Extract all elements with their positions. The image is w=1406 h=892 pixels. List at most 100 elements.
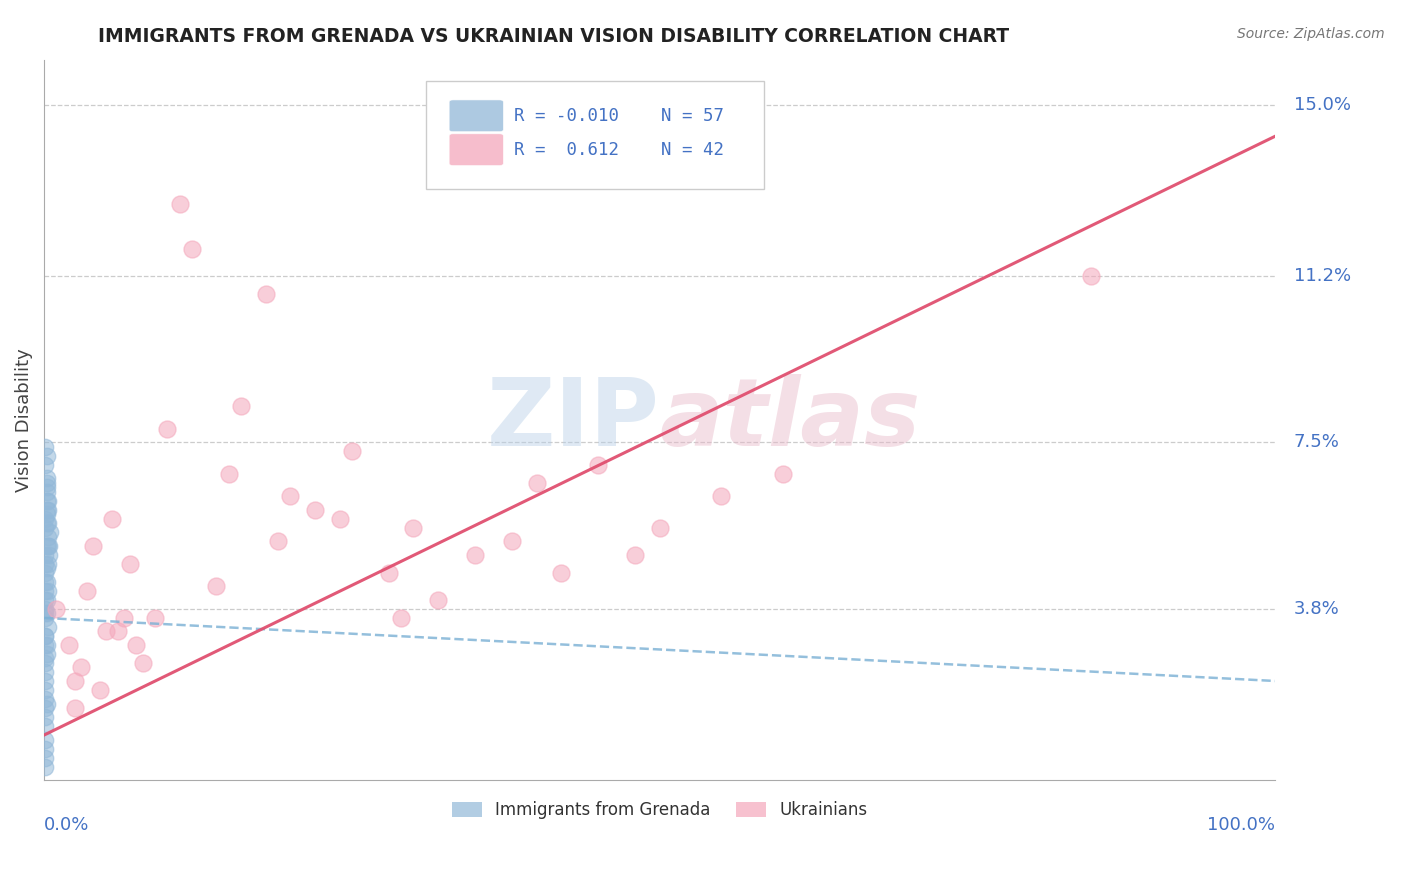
Point [34,638,56,652]
Point [772,467,794,481]
Point [35,449,58,463]
Point [648,521,671,535]
Point [267,534,290,549]
Point [218,467,240,481]
Point [38,548,60,562]
Point [34,548,56,562]
Point [39,525,62,540]
Point [34,440,56,454]
Point [131,656,153,670]
Point [89,683,111,698]
Point [34,566,56,580]
Point [34,656,56,670]
Point [34,651,56,665]
Point [35,539,58,553]
Point [112,611,135,625]
Text: 100.0%: 100.0% [1208,816,1275,834]
Point [378,566,401,580]
Point [402,521,425,535]
Point [37,557,59,571]
Point [550,566,572,580]
Text: 7.5%: 7.5% [1294,434,1340,451]
Point [35,494,58,508]
Point [94,624,117,639]
Point [35,593,58,607]
Point [180,242,202,256]
Legend: Immigrants from Grenada, Ukrainians: Immigrants from Grenada, Ukrainians [446,795,875,826]
Point [205,579,228,593]
Point [340,444,363,458]
Point [34,732,56,747]
Point [169,196,191,211]
Point [35,561,58,575]
Point [34,692,56,706]
Point [120,557,142,571]
Point [143,611,166,625]
Point [34,607,56,621]
Point [37,539,59,553]
Point [34,741,56,756]
Point [389,611,412,625]
Text: ZIP: ZIP [486,374,659,466]
Point [34,719,56,733]
Point [35,484,58,499]
Point [35,647,58,661]
Point [34,629,56,643]
Point [710,489,733,503]
Point [37,503,59,517]
Point [526,475,548,490]
Point [34,750,56,764]
Point [35,574,58,589]
Point [34,629,56,643]
Point [125,638,148,652]
Point [63,701,86,715]
Point [34,583,56,598]
Text: 3.8%: 3.8% [1294,600,1340,618]
Point [34,710,56,724]
Point [58,638,80,652]
Text: IMMIGRANTS FROM GRENADA VS UKRAINIAN VISION DISABILITY CORRELATION CHART: IMMIGRANTS FROM GRENADA VS UKRAINIAN VIS… [98,27,1010,45]
Point [624,548,647,562]
Text: R = -0.010    N = 57: R = -0.010 N = 57 [515,107,724,125]
Point [35,475,58,490]
Point [34,683,56,698]
Point [1080,268,1102,283]
Text: atlas: atlas [659,374,921,466]
Point [34,521,56,535]
Point [37,494,59,508]
Text: 11.2%: 11.2% [1294,267,1351,285]
Point [37,583,59,598]
Point [35,697,58,711]
Point [35,607,58,621]
Point [76,583,98,598]
Point [156,422,179,436]
Point [37,620,59,634]
Point [280,489,302,503]
Point [34,611,56,625]
Point [70,660,93,674]
Point [82,539,104,553]
Point [37,530,59,544]
Point [34,602,56,616]
Point [63,673,86,688]
FancyBboxPatch shape [449,100,503,132]
Point [501,534,523,549]
Point [34,512,56,526]
Point [35,516,58,531]
Point [45,602,67,616]
FancyBboxPatch shape [449,134,503,166]
Point [35,508,58,522]
Point [101,512,124,526]
Point [35,480,58,494]
Point [464,548,486,562]
Point [38,539,60,553]
Point [35,638,58,652]
Point [34,574,56,589]
Point [37,516,59,531]
Point [329,512,352,526]
Point [229,400,252,414]
Point [107,624,129,639]
Point [34,458,56,472]
Text: 15.0%: 15.0% [1294,95,1351,113]
Point [254,286,277,301]
